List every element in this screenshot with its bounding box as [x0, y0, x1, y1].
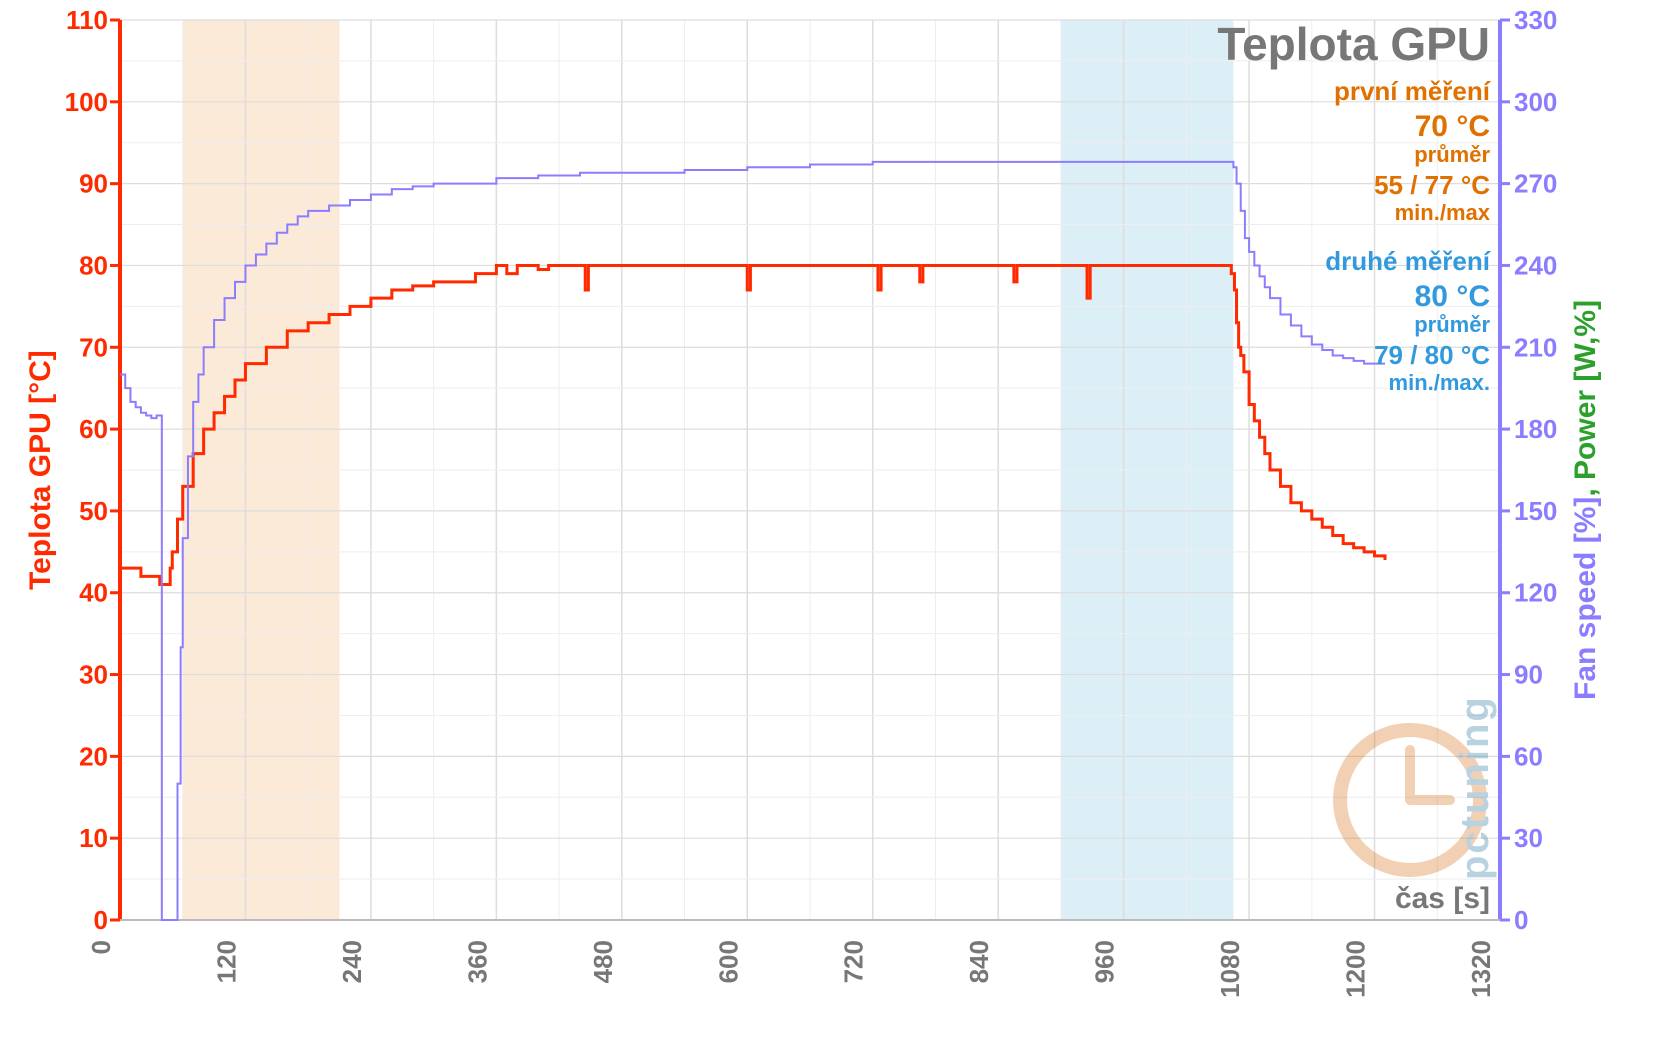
- x-tick-label: 840: [964, 940, 994, 983]
- y-right-tick-label: 300: [1514, 87, 1557, 117]
- x-tick-label: 360: [462, 940, 492, 983]
- y-left-tick-label: 30: [79, 660, 108, 690]
- anno-blue-range: 79 / 80 °C: [1374, 340, 1490, 370]
- x-tick-label: 720: [839, 940, 869, 983]
- watermark-text: pctuning: [1453, 695, 1497, 880]
- y-right-tick-label: 30: [1514, 823, 1543, 853]
- anno-blue-range-sub: min./max.: [1389, 370, 1490, 395]
- anno-orange-heading: první měření: [1334, 76, 1491, 106]
- x-tick-label: 1080: [1215, 940, 1245, 998]
- x-tick-label: 120: [211, 940, 241, 983]
- y-right-axis-label: Fan speed [%], Power [W,%]: [1569, 300, 1602, 700]
- y-right-tick-label: 240: [1514, 250, 1557, 280]
- x-tick-label: 1200: [1341, 940, 1371, 998]
- y-left-tick-label: 100: [65, 87, 108, 117]
- anno-orange-value-sub: průměr: [1414, 142, 1490, 167]
- y-left-tick-label: 50: [79, 496, 108, 526]
- x-tick-label: 960: [1090, 940, 1120, 983]
- x-tick-label: 600: [713, 940, 743, 983]
- x-tick-label: 0: [86, 940, 116, 954]
- y-left-tick-label: 80: [79, 250, 108, 280]
- y-right-tick-label: 180: [1514, 414, 1557, 444]
- gpu-temperature-chart: 0120240360480600720840960108012001320010…: [0, 0, 1656, 1043]
- y-right-tick-label: 90: [1514, 660, 1543, 690]
- anno-orange-value: 70 °C: [1415, 110, 1490, 143]
- y-right-tick-label: 210: [1514, 332, 1557, 362]
- chart-container: 0120240360480600720840960108012001320010…: [0, 0, 1656, 1043]
- y-right-tick-label: 60: [1514, 741, 1543, 771]
- y-left-tick-label: 0: [94, 905, 108, 935]
- y-right-tick-label: 0: [1514, 905, 1528, 935]
- y-left-tick-label: 40: [79, 578, 108, 608]
- anno-blue-heading: druhé měření: [1325, 246, 1490, 276]
- y-right-tick-label: 270: [1514, 169, 1557, 199]
- y-left-tick-label: 110: [66, 5, 108, 35]
- anno-blue-value-sub: průměr: [1414, 312, 1490, 337]
- y-right-tick-label: 120: [1514, 578, 1557, 608]
- x-tick-label: 480: [588, 940, 618, 983]
- chart-title: Teplota GPU: [1217, 18, 1490, 70]
- x-tick-label: 1320: [1466, 940, 1496, 998]
- y-left-tick-label: 90: [79, 169, 108, 199]
- x-tick-label: 240: [337, 940, 367, 983]
- svg-text:Fan speed [%], Power [W,%]: Fan speed [%], Power [W,%]: [1569, 300, 1602, 700]
- x-axis-label: čas [s]: [1395, 882, 1490, 915]
- y-right-tick-label: 330: [1514, 5, 1557, 35]
- anno-orange-range-sub: min./max: [1395, 200, 1491, 225]
- anno-orange-range: 55 / 77 °C: [1374, 170, 1490, 200]
- y-left-tick-label: 10: [79, 823, 108, 853]
- y-right-tick-label: 150: [1514, 496, 1557, 526]
- y-left-tick-label: 20: [79, 741, 108, 771]
- y-left-tick-label: 70: [79, 332, 108, 362]
- y-left-tick-label: 60: [79, 414, 108, 444]
- anno-blue-value: 80 °C: [1415, 280, 1490, 313]
- y-left-axis-label: Teplota GPU [°C]: [24, 350, 57, 590]
